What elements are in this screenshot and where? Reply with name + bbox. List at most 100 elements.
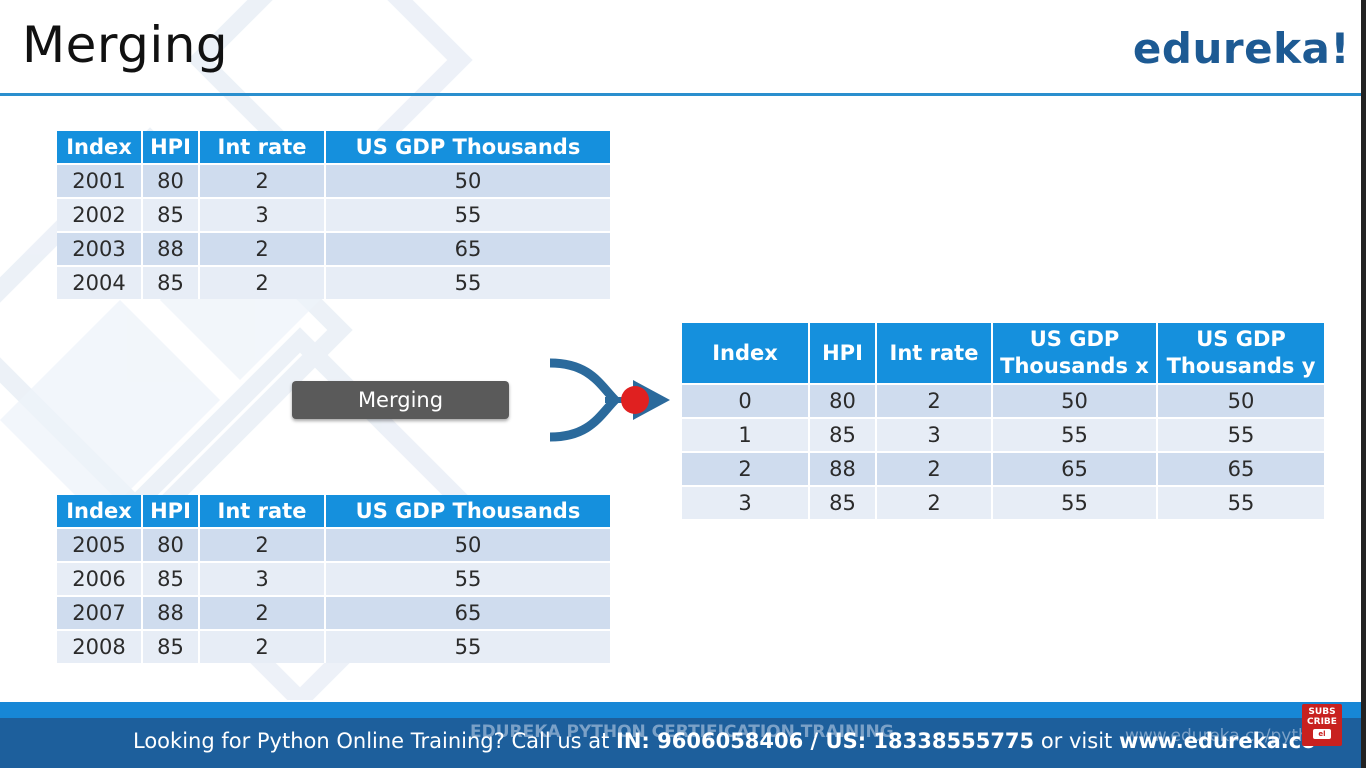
table-cell: 2 (200, 163, 326, 197)
table-row: 2005 80 2 50 (57, 527, 610, 561)
table-header-row: Index HPI Int rate US GDP Thousands x US GDP T… (682, 323, 1324, 383)
table-header-cell: US GDP Thousands (326, 131, 610, 163)
table-cell: 55 (326, 561, 610, 595)
table-cell: 2001 (57, 163, 143, 197)
table-row: 2006 85 3 55 (57, 561, 610, 595)
table-cell: 50 (326, 527, 610, 561)
table-cell: 55 (326, 265, 610, 299)
table-header-cell: HPI (143, 131, 200, 163)
table-header-cell: US GDP Thousands x (993, 323, 1158, 383)
table-cell: 2 (877, 383, 993, 417)
table-cell: 50 (326, 163, 610, 197)
table-row: 2007 88 2 65 (57, 595, 610, 629)
table-cell: 55 (993, 485, 1158, 519)
footer-watermark-url: www.edureka.co/python (1125, 726, 1330, 746)
edureka-logo: edureka! (1132, 24, 1350, 73)
table-cell: 50 (993, 383, 1158, 417)
table-cell: 2005 (57, 527, 143, 561)
table-cell: 55 (993, 417, 1158, 451)
table-cell: 1 (682, 417, 810, 451)
footer-lead: Looking for Python Online Training? Call… (133, 729, 617, 753)
table-cell: 3 (877, 417, 993, 451)
footer-text: Looking for Python Online Training? Call… (133, 729, 1316, 753)
table-cell: 85 (143, 561, 200, 595)
footer-watermark: EDUREKA PYTHON CERTIFICATION TRAINING (470, 722, 894, 742)
merge-connector-icon (549, 358, 670, 442)
table-cell: 55 (326, 629, 610, 663)
slide-title: Merging (22, 16, 229, 74)
table-header-cell: Index (57, 131, 143, 163)
table-cell: 3 (200, 197, 326, 231)
table-cell: 2 (200, 265, 326, 299)
footer-strip (0, 702, 1366, 718)
table-cell: 2 (682, 451, 810, 485)
table-cell: 2007 (57, 595, 143, 629)
table-cell: 88 (810, 451, 877, 485)
table-header-row: Index HPI Int rate US GDP Thousands (57, 131, 610, 163)
table-cell: 80 (143, 163, 200, 197)
table-header-cell: HPI (810, 323, 877, 383)
table-cell: 3 (682, 485, 810, 519)
table-row: 2002 85 3 55 (57, 197, 610, 231)
table-row: 2001 80 2 50 (57, 163, 610, 197)
table-cell: 65 (993, 451, 1158, 485)
table-cell: 2002 (57, 197, 143, 231)
table-cell: 2 (200, 231, 326, 265)
table-cell: 2 (200, 629, 326, 663)
table-bottom: Index HPI Int rate US GDP Thousands 2005 80 2… (57, 495, 610, 663)
table-cell: 2 (877, 451, 993, 485)
table-row: 1 85 3 55 55 (682, 417, 1324, 451)
table-row: 2008 85 2 55 (57, 629, 610, 663)
table-cell: 2008 (57, 629, 143, 663)
footer-mid: or visit (1034, 729, 1119, 753)
footer-phone: IN: 9606058406 / US: 18338555775 (616, 729, 1035, 753)
subscribe-text-bottom: CRIBE (1307, 717, 1337, 727)
table-cell: 85 (143, 629, 200, 663)
table-header-cell: US GDP Thousands (326, 495, 610, 527)
table-cell: 85 (143, 265, 200, 299)
table-header-cell: Int rate (200, 131, 326, 163)
table-cell: 2003 (57, 231, 143, 265)
table-merged-result: Index HPI Int rate US GDP Thousands x US GDP T… (682, 323, 1324, 519)
play-icon: el (1313, 729, 1331, 739)
merging-label: Merging (292, 381, 509, 419)
table-cell: 85 (143, 197, 200, 231)
table-cell: 88 (143, 231, 200, 265)
table-cell: 2 (877, 485, 993, 519)
table-header-cell: Int rate (877, 323, 993, 383)
header-divider (0, 93, 1362, 96)
table-row: 2003 88 2 65 (57, 231, 610, 265)
table-cell: 88 (143, 595, 200, 629)
table-cell: 65 (326, 595, 610, 629)
table-header-cell: Index (57, 495, 143, 527)
table-row: 2004 85 2 55 (57, 265, 610, 299)
table-cell: 3 (200, 561, 326, 595)
subscribe-button[interactable]: SUBS CRIBE el (1302, 704, 1342, 746)
subscribe-text-top: SUBS (1308, 707, 1336, 717)
table-cell: 55 (1158, 417, 1324, 451)
table-cell: 55 (326, 197, 610, 231)
table-cell: 0 (682, 383, 810, 417)
table-cell: 2 (200, 527, 326, 561)
table-cell: 65 (326, 231, 610, 265)
table-row: 2 88 2 65 65 (682, 451, 1324, 485)
table-cell: 2 (200, 595, 326, 629)
table-cell: 2004 (57, 265, 143, 299)
table-header-cell: HPI (143, 495, 200, 527)
table-header-cell: Index (682, 323, 810, 383)
table-cell: 55 (1158, 485, 1324, 519)
window-edge (1361, 0, 1366, 768)
table-header-cell: US GDP Thousands y (1158, 323, 1324, 383)
table-row: 0 80 2 50 50 (682, 383, 1324, 417)
table-cell: 65 (1158, 451, 1324, 485)
table-cell: 85 (810, 417, 877, 451)
table-cell: 80 (810, 383, 877, 417)
table-cell: 50 (1158, 383, 1324, 417)
table-header-row: Index HPI Int rate US GDP Thousands (57, 495, 610, 527)
footer-site-link[interactable]: www.edureka.co (1118, 729, 1316, 753)
table-cell: 2006 (57, 561, 143, 595)
table-row: 3 85 2 55 55 (682, 485, 1324, 519)
table-top: Index HPI Int rate US GDP Thousands 2001 80 2… (57, 131, 610, 299)
footer-banner: EDUREKA PYTHON CERTIFICATION TRAINING ww… (0, 702, 1366, 768)
